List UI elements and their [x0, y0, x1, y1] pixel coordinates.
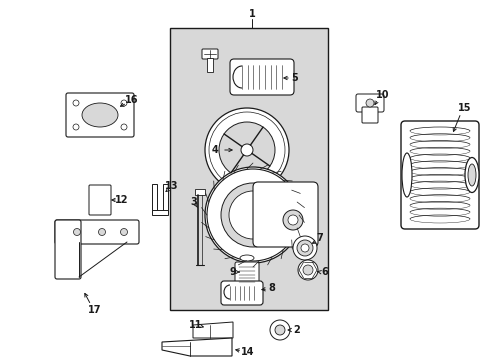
- Circle shape: [287, 215, 297, 225]
- Ellipse shape: [401, 153, 411, 197]
- Bar: [170, 28, 327, 310]
- Circle shape: [269, 320, 289, 340]
- FancyBboxPatch shape: [221, 281, 263, 305]
- Circle shape: [204, 108, 288, 192]
- Circle shape: [219, 122, 274, 178]
- Polygon shape: [162, 338, 231, 356]
- Circle shape: [121, 100, 127, 106]
- Text: 14: 14: [241, 347, 254, 357]
- Text: 8: 8: [268, 283, 275, 293]
- Bar: [152, 210, 168, 215]
- Circle shape: [296, 240, 312, 256]
- Polygon shape: [193, 322, 232, 338]
- Circle shape: [365, 99, 373, 107]
- Text: 5: 5: [291, 73, 298, 83]
- Text: 7: 7: [316, 233, 323, 243]
- Text: 11: 11: [189, 320, 203, 330]
- Text: 9: 9: [229, 267, 236, 277]
- Circle shape: [303, 265, 312, 275]
- Bar: [206, 58, 213, 72]
- Circle shape: [241, 144, 252, 156]
- Circle shape: [283, 210, 303, 230]
- Bar: [152, 184, 157, 212]
- Text: 12: 12: [115, 195, 128, 205]
- Circle shape: [73, 124, 79, 130]
- Ellipse shape: [240, 255, 253, 261]
- Circle shape: [204, 167, 301, 263]
- Text: 6: 6: [321, 267, 328, 277]
- Text: 16: 16: [125, 95, 139, 105]
- Circle shape: [73, 229, 81, 235]
- Circle shape: [73, 100, 79, 106]
- Text: 3: 3: [190, 197, 197, 207]
- Text: 10: 10: [375, 90, 389, 100]
- Circle shape: [98, 229, 105, 235]
- FancyBboxPatch shape: [202, 49, 218, 59]
- FancyBboxPatch shape: [235, 262, 259, 288]
- Circle shape: [301, 244, 308, 252]
- Circle shape: [228, 191, 276, 239]
- FancyBboxPatch shape: [355, 94, 383, 112]
- Text: 2: 2: [293, 325, 300, 335]
- Circle shape: [297, 260, 317, 280]
- Circle shape: [274, 325, 285, 335]
- Bar: [195, 189, 204, 195]
- FancyBboxPatch shape: [55, 220, 81, 279]
- FancyBboxPatch shape: [361, 107, 377, 123]
- FancyBboxPatch shape: [66, 93, 134, 137]
- Ellipse shape: [464, 158, 478, 193]
- FancyBboxPatch shape: [89, 185, 111, 215]
- Text: 15: 15: [457, 103, 471, 113]
- Text: 1: 1: [248, 9, 255, 19]
- Circle shape: [121, 124, 127, 130]
- Bar: [163, 184, 168, 212]
- Text: 13: 13: [165, 181, 179, 191]
- FancyBboxPatch shape: [55, 220, 139, 244]
- FancyBboxPatch shape: [400, 121, 478, 229]
- Circle shape: [206, 169, 298, 261]
- Circle shape: [221, 183, 285, 247]
- Circle shape: [292, 236, 316, 260]
- FancyBboxPatch shape: [252, 182, 317, 247]
- Text: 4: 4: [211, 145, 218, 155]
- Text: 17: 17: [88, 305, 102, 315]
- Ellipse shape: [467, 164, 475, 186]
- Ellipse shape: [82, 103, 118, 127]
- Circle shape: [120, 229, 127, 235]
- FancyBboxPatch shape: [229, 59, 293, 95]
